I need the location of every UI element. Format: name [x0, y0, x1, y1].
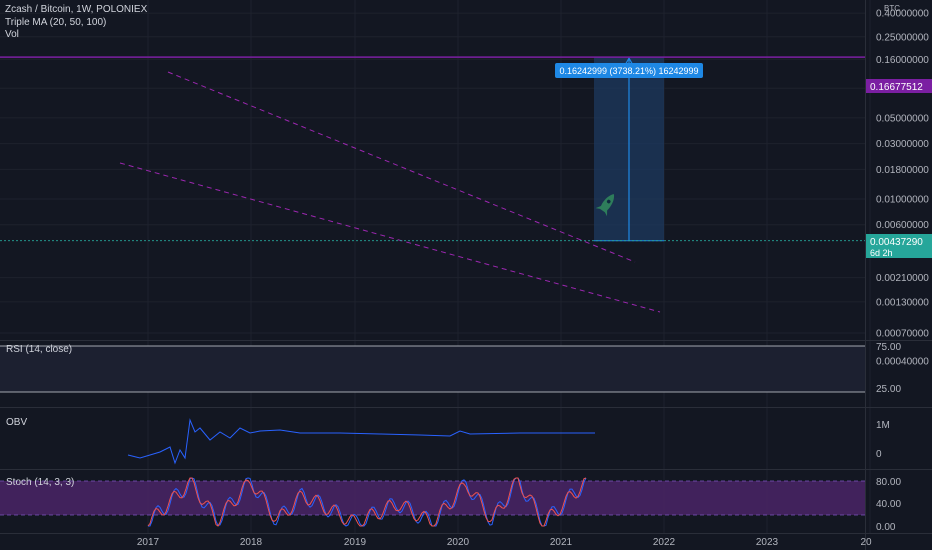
price-tick: 0.01800000	[876, 165, 929, 176]
stoch-tick: 40.00	[876, 499, 901, 510]
stoch-d-line	[147, 477, 587, 527]
time-tick: 2018	[240, 537, 263, 548]
current-price-badge: 0.00437290 6d 2h	[866, 234, 932, 258]
price-tick: 0.00130000	[876, 297, 929, 308]
time-tick: 2017	[137, 537, 160, 548]
stoch-tick: 80.00	[876, 477, 901, 488]
time-tick: 2020	[447, 537, 470, 548]
ma-indicator-label[interactable]: Triple MA (20, 50, 100)	[5, 17, 107, 28]
price-unit-label: BTC	[884, 4, 900, 13]
price-tick: 0.00040000	[876, 357, 929, 368]
price-tick: 0.01000000	[876, 195, 929, 206]
measure-label-badge: 0.16242999 (3738.21%) 16242999	[555, 63, 703, 78]
stoch-label[interactable]: Stoch (14, 3, 3)	[6, 477, 75, 488]
price-tick: 0.00600000	[876, 220, 929, 231]
stoch-tick: 0.00	[876, 522, 896, 533]
resistance-price-text: 0.16677512	[870, 82, 923, 93]
price-tick: 0.25000000	[876, 32, 929, 43]
obv-tick: 0	[876, 449, 882, 460]
rsi-tick: 75.00	[876, 342, 901, 353]
stoch-panel	[0, 477, 865, 527]
time-tick: 20	[860, 537, 872, 548]
resistance-price-badge: 0.16677512	[866, 79, 932, 93]
price-tick: 0.00070000	[876, 329, 929, 340]
rocket-icon	[595, 194, 615, 217]
price-tick: 0.40000000	[876, 9, 929, 20]
rsi-tick: 25.00	[876, 384, 901, 395]
volume-label[interactable]: Vol	[5, 29, 19, 40]
price-tick: 0.00210000	[876, 273, 929, 284]
time-tick: 2019	[344, 537, 367, 548]
measure-label-text: 0.16242999 (3738.21%) 16242999	[559, 66, 698, 76]
price-tick: 0.16000000	[876, 55, 929, 66]
measure-arrow-head	[624, 56, 634, 66]
resistance-line[interactable]	[0, 56, 865, 242]
rsi-band	[0, 346, 865, 392]
obv-line	[127, 418, 595, 465]
stoch-band	[0, 481, 865, 515]
time-tick: 2022	[653, 537, 676, 548]
obv-label[interactable]: OBV	[6, 417, 28, 428]
rsi-panel	[0, 345, 865, 393]
time-tick: 2023	[756, 537, 779, 548]
obv-tick: 1M	[876, 420, 890, 431]
rsi-label[interactable]: RSI (14, close)	[6, 344, 73, 355]
stoch-k-line	[148, 477, 587, 527]
time-tick: 2021	[550, 537, 573, 548]
current-price-text: 0.00437290	[870, 237, 923, 248]
time-axis[interactable]: 2017 2018 2019 2020 2021 2022 2023 20	[137, 537, 872, 548]
descending-channel[interactable]	[119, 71, 661, 313]
channel-lower-line	[119, 162, 661, 313]
channel-upper-line	[167, 71, 636, 263]
symbol-title[interactable]: Zcash / Bitcoin, 1W, POLONIEX	[5, 4, 148, 15]
countdown-text: 6d 2h	[870, 248, 893, 258]
projection-measure[interactable]	[594, 56, 664, 242]
price-tick: 0.05000000	[876, 113, 929, 124]
price-tick: 0.03000000	[876, 139, 929, 150]
obv-panel	[127, 418, 595, 465]
